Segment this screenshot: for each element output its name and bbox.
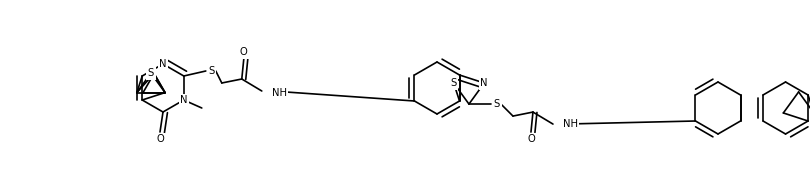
Text: S: S [494,99,500,109]
Text: N: N [160,59,167,69]
Text: S: S [450,78,457,88]
Text: O: O [527,134,535,144]
Text: N: N [180,95,188,105]
Text: S: S [147,68,154,78]
Text: O: O [240,47,248,57]
Text: O: O [156,134,164,144]
Text: NH: NH [563,119,578,129]
Text: S: S [209,66,215,76]
Text: N: N [480,78,488,88]
Text: NH: NH [272,88,287,98]
